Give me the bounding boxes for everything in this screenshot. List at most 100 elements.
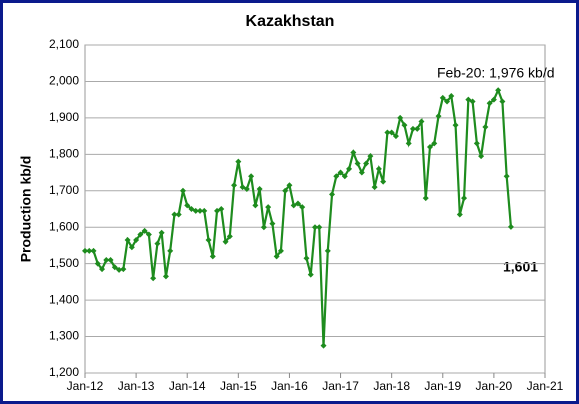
data-point (363, 160, 370, 167)
data-point (290, 202, 297, 209)
data-point (375, 165, 382, 172)
data-point (222, 238, 229, 245)
x-tick-label: Jan-14 (169, 379, 206, 393)
data-point (154, 240, 161, 247)
data-point (503, 173, 510, 180)
x-tick-label: Jan-20 (476, 379, 513, 393)
data-point (435, 113, 442, 120)
data-point (286, 182, 293, 189)
data-point (422, 195, 429, 202)
y-tick-label: 1,900 (49, 110, 79, 124)
data-point (82, 247, 88, 254)
data-point (409, 125, 416, 132)
x-tick-label: Jan-18 (373, 379, 410, 393)
data-point (273, 253, 280, 260)
data-point (218, 206, 225, 212)
y-tick-label: 2,000 (49, 74, 79, 88)
data-point (226, 233, 233, 240)
x-tick-label: Jan-19 (424, 379, 461, 393)
data-point (380, 178, 387, 185)
y-tick-label: 1,300 (49, 329, 79, 343)
data-point (320, 342, 327, 349)
data-point (473, 140, 480, 147)
data-point (167, 247, 174, 254)
x-tick-label: Jan-15 (220, 379, 257, 393)
data-point (107, 257, 114, 264)
data-point (367, 153, 374, 160)
data-point (490, 96, 497, 103)
data-point (354, 160, 361, 167)
data-point (307, 271, 314, 278)
data-point (94, 260, 101, 267)
data-point (444, 98, 451, 105)
data-point (252, 202, 259, 209)
data-point (137, 231, 144, 238)
data-point (243, 185, 250, 192)
data-point (124, 236, 131, 243)
data-point (350, 149, 357, 156)
data-point (141, 227, 148, 234)
data-point (192, 207, 199, 214)
data-point (312, 224, 318, 231)
x-tick-label: Jan-12 (67, 379, 104, 393)
data-point (294, 200, 301, 207)
data-point (209, 253, 216, 260)
data-point (133, 236, 140, 243)
data-point (507, 223, 514, 230)
data-point (145, 231, 152, 238)
data-point (346, 165, 353, 172)
data-point (388, 129, 395, 136)
chart-title: Kazakhstan (246, 13, 335, 30)
data-point (431, 140, 438, 147)
data-point (205, 236, 212, 243)
y-tick-label: 2,100 (49, 37, 79, 51)
data-point (341, 173, 348, 180)
data-point (188, 206, 195, 212)
data-point (282, 187, 289, 194)
data-point (256, 185, 263, 192)
data-point (324, 247, 331, 254)
data-point (486, 100, 493, 107)
data-point (265, 204, 272, 211)
data-point (371, 184, 378, 191)
data-point (197, 207, 203, 214)
data-point (120, 266, 127, 273)
data-point (111, 264, 118, 271)
data-point (405, 140, 412, 147)
data-point (235, 158, 242, 165)
y-tick-label: 1,800 (49, 147, 79, 161)
data-point (128, 244, 135, 251)
data-point (103, 257, 110, 264)
data-point (384, 129, 391, 136)
data-point (175, 211, 182, 218)
y-tick-label: 1,400 (49, 292, 79, 306)
data-point (277, 247, 284, 254)
data-point (303, 255, 310, 262)
data-point (184, 202, 191, 209)
data-point (401, 122, 408, 129)
y-tick-label: 1,600 (49, 219, 79, 233)
data-point (316, 224, 323, 231)
data-point (99, 266, 106, 273)
data-point (461, 195, 468, 202)
data-point (171, 211, 178, 218)
y-tick-label: 1,200 (49, 365, 79, 379)
annotation: Feb-20: 1,976 kb/d (437, 65, 555, 81)
data-point (499, 98, 506, 105)
data-point (248, 173, 255, 180)
x-tick-label: Jan-16 (271, 379, 308, 393)
data-point (231, 182, 238, 189)
annotation: 1,601 (503, 259, 538, 275)
data-point (239, 184, 246, 191)
data-point (456, 211, 463, 218)
data-point (329, 191, 336, 198)
x-tick-label: Jan-17 (322, 379, 359, 393)
data-point (469, 98, 476, 105)
data-point (299, 204, 306, 211)
data-point (427, 144, 433, 151)
data-point (162, 273, 169, 280)
data-point (495, 87, 502, 94)
data-point (414, 125, 421, 132)
